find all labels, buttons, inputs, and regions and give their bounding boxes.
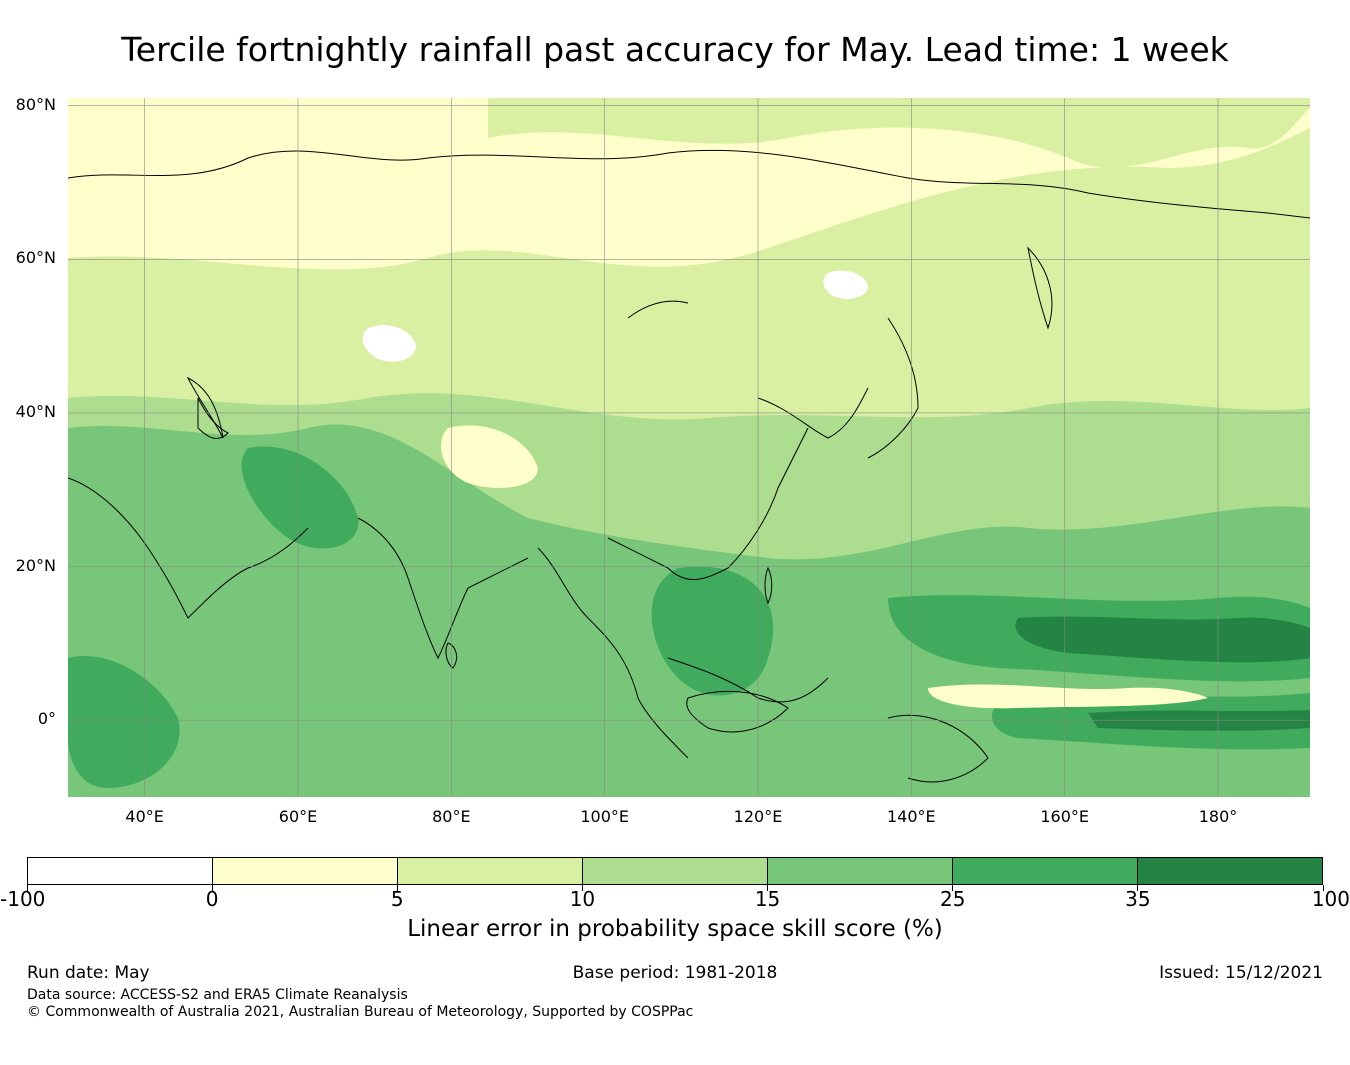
skill-region-25-35-e [241,446,359,549]
gridlines [68,98,1310,797]
copyright: © Commonwealth of Australia 2021, Austra… [27,1004,694,1020]
colorbar-segment [953,858,1138,884]
latitude-label: 40°N [15,401,56,421]
colorbar-tick-label: 10 [569,887,596,911]
run-date: Run date: May [27,963,150,983]
colorbar [27,857,1323,885]
data-source: Data source: ACCESS-S2 and ERA5 Climate … [27,987,408,1003]
skill-region-negative-patch-2 [823,270,868,299]
coastlines [68,149,1310,783]
map-area [68,98,1310,797]
skill-region-25-35-d [68,656,180,788]
colorbar-tick-label: 25 [939,887,966,911]
colorbar-segment [398,858,583,884]
colorbar-tick [211,885,213,891]
longitude-label: 100°E [580,807,629,826]
colorbar-segment [583,858,768,884]
skill-region-0-5-patch [440,425,538,488]
skill-region-negative-patch [362,325,416,362]
colorbar-segment [768,858,953,884]
colorbar-tick [26,885,28,891]
colorbar-segment [1138,858,1322,884]
latitude-label: 20°N [15,555,56,575]
latitude-label: 0° [37,709,56,729]
colorbar-tick-label: 5 [390,887,404,911]
skill-region-5-10-north [488,98,1310,168]
colorbar-tick [1322,885,1324,891]
longitude-label: 160°E [1040,807,1089,826]
colorbar-tick [1137,885,1139,891]
colorbar-tick-label: 0 [205,887,219,911]
longitude-label: 140°E [887,807,936,826]
colorbar-tick [767,885,769,891]
issued-date: Issued: 15/12/2021 [1159,963,1323,983]
colorbar-tick [581,885,583,891]
colorbar-tick-label: 15 [754,887,781,911]
longitude-label: 80°E [432,807,471,826]
colorbar-tick-label: 100 [1311,887,1350,911]
longitude-label: 180° [1198,807,1238,826]
longitude-label: 60°E [278,807,318,826]
base-period: Base period: 1981-2018 [572,963,778,983]
colorbar-tick-label: -100 [0,887,46,911]
colorbar-tick [396,885,398,891]
latitude-label: 60°N [15,248,56,268]
skill-region-35-100-a [1015,616,1310,663]
colorbar-tick [952,885,954,891]
colorbar-segment [213,858,398,884]
colorbar-segment [28,858,213,884]
longitude-label: 120°E [733,807,783,826]
skill-score-map [68,98,1310,797]
longitude-label: 40°E [125,807,164,826]
skill-region-0-5-band [928,684,1208,709]
colorbar-tick-label: 35 [1125,887,1151,911]
latitude-label: 80°N [15,94,56,114]
colorbar-label: Linear error in probability space skill … [407,916,943,942]
map-title: Tercile fortnightly rainfall past accura… [121,30,1229,69]
